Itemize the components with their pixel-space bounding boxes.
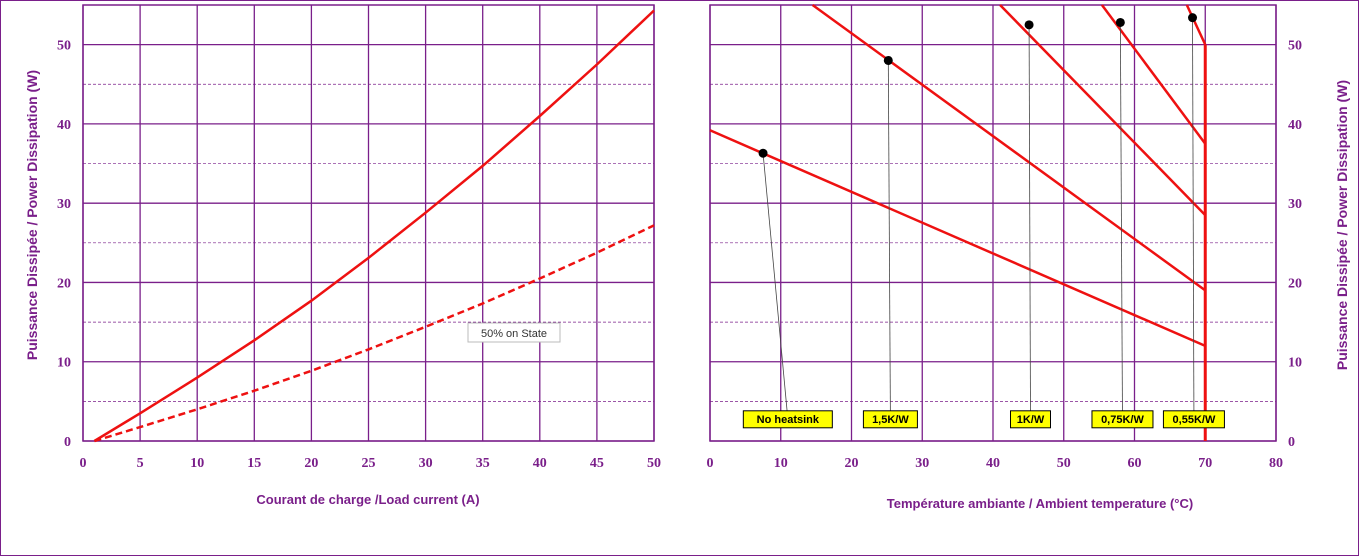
heatsink-tag-1k-w [1009,410,1051,429]
left-y-tick-label: 30 [57,197,71,212]
right-y-tick-label: 20 [1288,276,1302,291]
left-x-tick-label: 10 [190,456,204,471]
right-chart-ambient-temperature: 0 10 20 30 40 50 60 70 80 0 10 20 30 40 50 No heatsink 1… [707,3,1302,471]
right-y-axis-label: Puissance Dissipée / Power Dissipation (… [1334,80,1350,370]
derating-line-1-5k-w [811,3,1206,292]
left-x-tick-label: 45 [590,456,604,471]
left-x-axis-label: Courant de charge /Load current (A) [256,492,479,507]
right-x-tick-label: 0 [707,456,714,471]
left-y-tick-label: 0 [64,435,71,450]
left-y-axis-label: Puissance Dissipée / Power Dissipation (… [24,70,40,360]
heatsink-tag-no-heatsink [742,410,833,429]
right-y-tick-label: 50 [1288,39,1302,54]
left-chart-load-current: 0 5 10 15 20 25 30 35 40 45 50 0 10 20 30 40 50 [57,4,661,471]
derating-line-0-55k-w [1185,4,1207,46]
right-x-tick-label: 40 [986,456,1000,471]
marker-dot-0-75k-w [1115,17,1125,27]
marker-dot-no-heatsink [758,148,768,158]
left-x-tick-label: 0 [80,456,87,471]
left-x-tick-label: 25 [362,456,376,471]
on-state-annotation-text: 50% on State [481,328,547,340]
right-x-tick-label: 10 [774,456,788,471]
right-x-axis-label: Température ambiante / Ambient temperatu… [887,496,1193,511]
left-y-tick-label: 20 [57,276,71,291]
heatsink-label-no-heatsink: No heatsink [757,414,820,426]
marker-dot-1k-w [1024,20,1034,30]
heatsink-tag-0-55k-w [1162,410,1225,429]
right-plot-border [709,4,1277,442]
curve-50pct-on-state [94,224,655,443]
marker-dot-1-5k-w [883,55,893,65]
heatsink-label-0-75k-w: 0,75K/W [1101,414,1144,426]
curve-full-on-state [93,9,655,443]
heatsink-label-0-55k-w: 0,55K/W [1173,414,1216,426]
left-y-tick-label: 50 [57,39,71,54]
right-y-tick-label: 0 [1288,435,1295,450]
leader-line-no-heatsink [762,153,789,419]
heatsink-tag-0-75k-w [1091,410,1154,429]
leader-line-0-55k-w [1192,17,1195,419]
left-plot-border [82,4,655,442]
left-x-tick-label: 5 [137,456,144,471]
right-y-tick-label: 10 [1288,356,1302,371]
left-x-tick-label: 30 [419,456,433,471]
left-y-tick-label: 10 [57,356,71,371]
right-x-tick-label: 20 [845,456,859,471]
derating-line-1k-w [999,4,1207,216]
heatsink-label-1-5k-w: 1,5K/W [872,414,909,426]
leader-line-1-5k-w [887,60,891,419]
left-y-tick-label: 40 [57,118,71,133]
heatsink-label-1k-w: 1K/W [1017,414,1045,426]
leader-line-0-75k-w [1119,22,1123,419]
right-x-tick-label: 80 [1269,456,1283,471]
right-y-tick-label: 40 [1288,118,1302,133]
on-state-annotation: 50% on State [467,322,561,343]
left-x-tick-label: 40 [533,456,547,471]
left-x-tick-label: 15 [247,456,261,471]
derating-line-no-heatsink [709,129,1206,348]
heatsink-tag-1-5k-w [862,410,918,429]
right-x-tick-label: 30 [915,456,929,471]
leader-line-1k-w [1028,24,1031,419]
right-y-tick-label: 30 [1288,197,1302,212]
right-x-tick-label: 50 [1057,456,1071,471]
right-x-tick-label: 60 [1128,456,1142,471]
left-x-tick-label: 20 [304,456,318,471]
left-x-tick-label: 35 [476,456,490,471]
marker-dot-0-55k-w [1188,13,1198,23]
derating-line-0-75k-w [1100,4,1207,145]
right-x-tick-label: 70 [1198,456,1212,471]
left-x-tick-label: 50 [647,456,661,471]
